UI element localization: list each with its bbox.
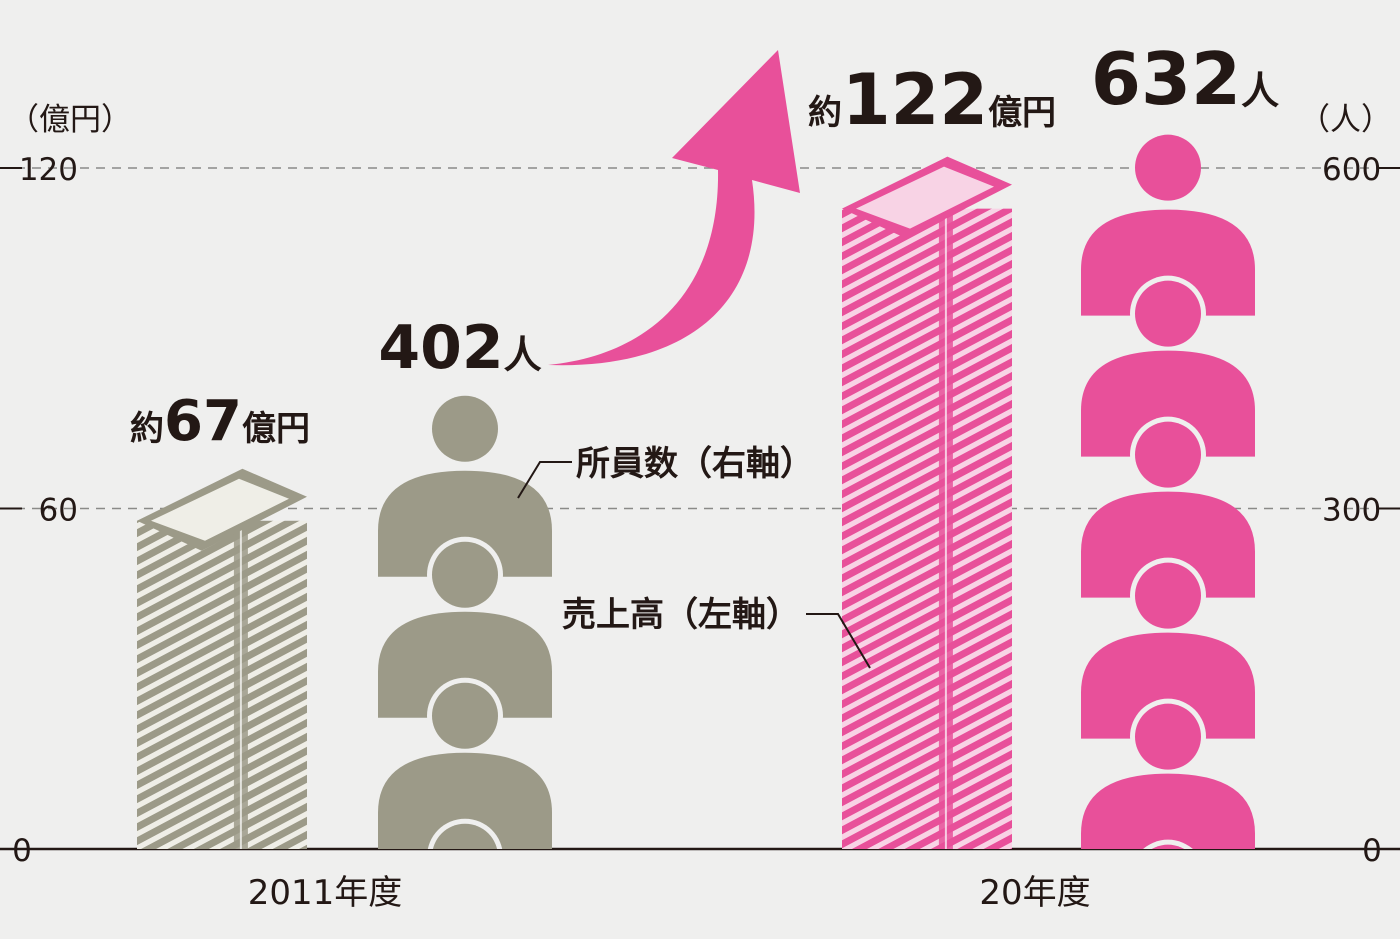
- staff-neck-gap: [1143, 839, 1193, 849]
- staff-bar: [378, 395, 552, 849]
- staff-annotation-leader: [517, 461, 572, 499]
- sales-series-label: 売上高（左軸）: [562, 595, 800, 635]
- staff-head: [1135, 280, 1201, 347]
- category-label: 20年度: [979, 873, 1090, 913]
- staff-value-label: 632人: [1091, 37, 1279, 121]
- staff-head: [1135, 703, 1201, 770]
- staff-value-label: 402人: [378, 313, 541, 383]
- sales-bar: [137, 468, 307, 849]
- sales-bar-face: [842, 208, 1012, 849]
- sales-value-suffix: 億円: [242, 409, 310, 449]
- staff-value-number: 632: [1091, 37, 1241, 121]
- staff-body: [1081, 350, 1255, 457]
- left-axis-tick-label: 0: [12, 833, 32, 869]
- sales-bar-face: [137, 520, 307, 849]
- staff-value-number: 402: [378, 313, 503, 383]
- staff-body: [378, 611, 552, 718]
- staff-value-suffix: 人: [1241, 69, 1279, 113]
- staff-head: [432, 823, 498, 849]
- growth-arrow-icon: [548, 50, 800, 366]
- staff-head: [432, 682, 498, 749]
- sales-bar-top-inner: [151, 478, 289, 541]
- staff-head: [432, 395, 498, 462]
- staff-body: [1081, 209, 1255, 316]
- left-axis-tick-label: 60: [39, 493, 78, 529]
- sales-bar: [842, 156, 1012, 849]
- staff-series-label: 所員数（右軸）: [576, 444, 814, 484]
- right-axis-tick-label: 300: [1322, 493, 1381, 529]
- growth-arrow-shape: [548, 50, 800, 366]
- sales-value-number: 67: [164, 389, 242, 454]
- staff-body: [1081, 491, 1255, 598]
- right-axis-unit: （人）: [1299, 102, 1392, 138]
- left-axis-unit: （億円）: [8, 102, 132, 138]
- sales-value-prefix: 約: [130, 409, 164, 449]
- staff-bar: [1081, 134, 1255, 849]
- right-axis-tick-label: 0: [1362, 833, 1382, 869]
- sales-value-label: 約67億円: [130, 389, 310, 454]
- category-label: 2011年度: [248, 873, 403, 913]
- sales-value-prefix: 約: [808, 93, 842, 133]
- staff-body: [1081, 632, 1255, 739]
- staff-body: [378, 752, 552, 849]
- staff-head: [1151, 844, 1185, 849]
- staff-head: [1135, 421, 1201, 488]
- right-axis-tick-label: 600: [1322, 152, 1381, 188]
- staff-value-suffix: 人: [504, 333, 542, 377]
- staff-body: [378, 470, 552, 577]
- sales-value-suffix: 億円: [988, 93, 1056, 133]
- staff-head: [432, 541, 498, 608]
- sales-bar-top-inner: [856, 166, 994, 229]
- staff-body: [1081, 773, 1255, 849]
- staff-head: [1135, 134, 1201, 201]
- sales-annotation-leader: [806, 613, 871, 669]
- sales-value-number: 122: [842, 59, 988, 141]
- left-axis-tick-label: 120: [19, 152, 78, 188]
- staff-head: [1135, 562, 1201, 629]
- sales-value-label: 約122億円: [808, 59, 1056, 141]
